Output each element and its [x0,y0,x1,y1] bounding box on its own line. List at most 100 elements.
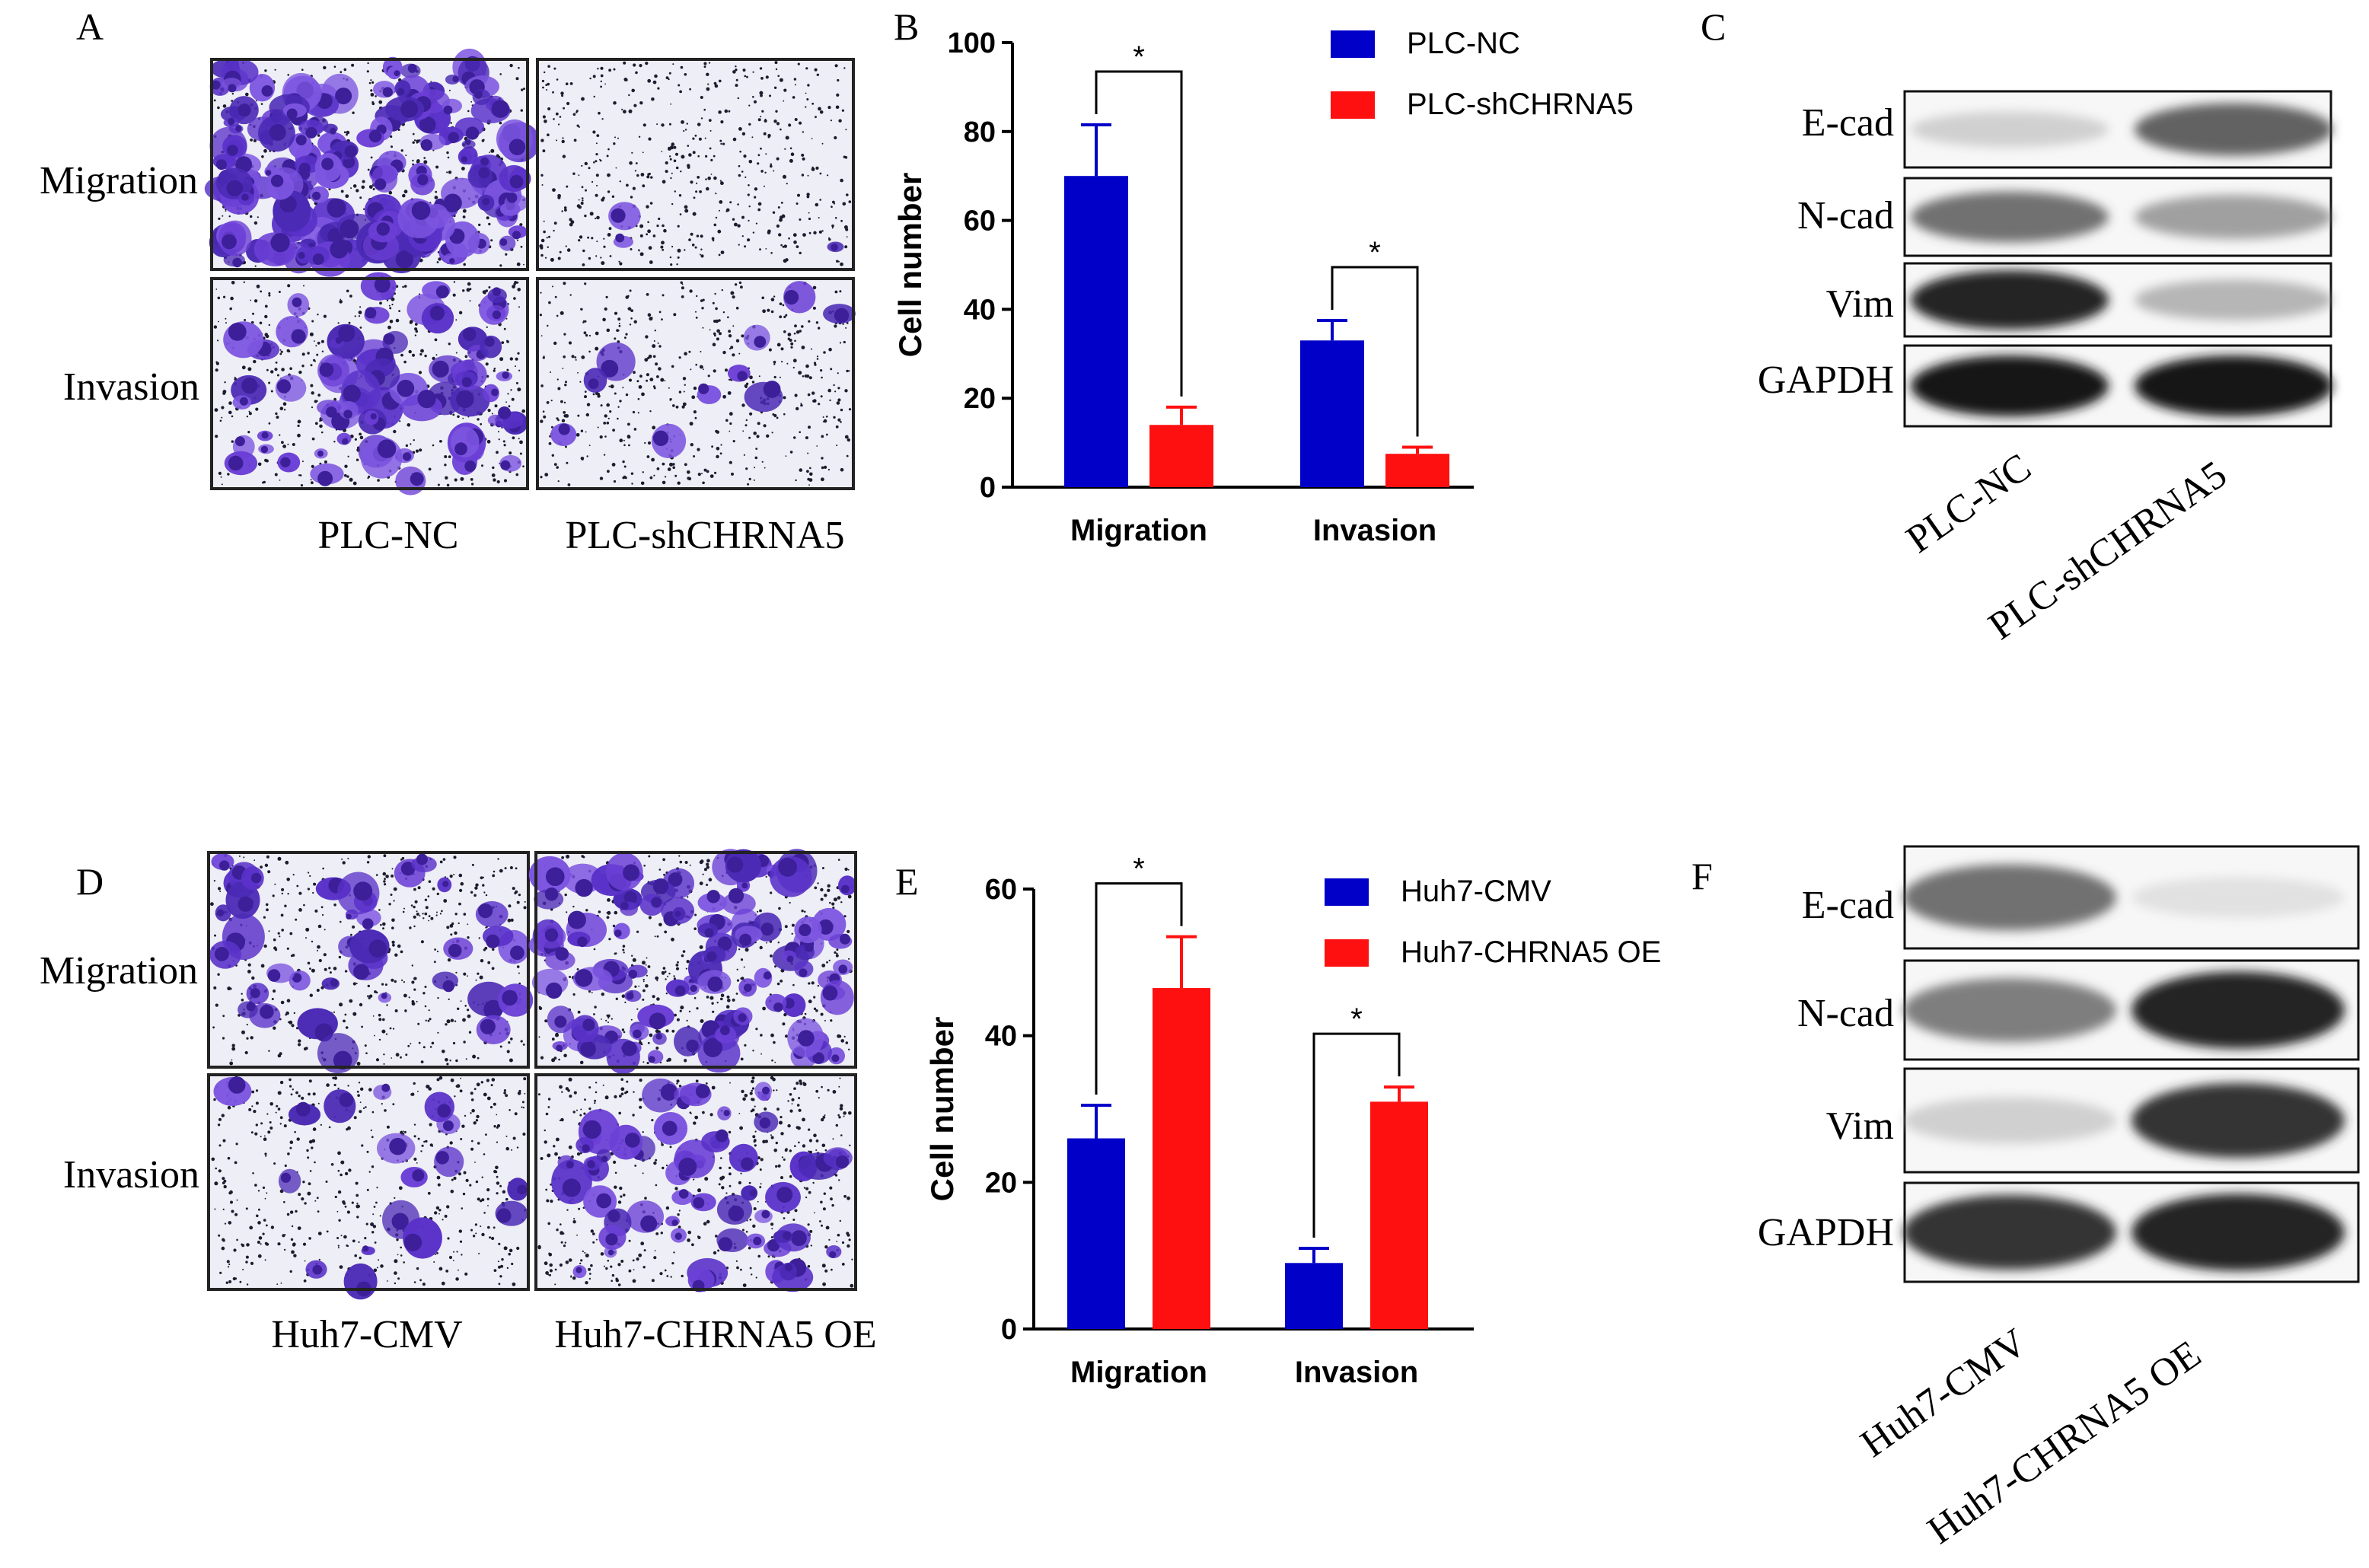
panel-letter-c: C [1701,5,1726,48]
y-tick-label: 100 [948,27,996,59]
panel-d-micrographs: Migration Invasion Huh7-CMV Huh7-CHRNA5 … [40,849,877,1356]
blot-band [1903,978,2116,1042]
y-tick-label: 20 [964,383,996,415]
legend-swatch [1325,939,1369,967]
blot-label-gapdh: GAPDH [1758,359,1894,402]
y-tick-label: 80 [964,116,996,148]
legend-swatch [1331,91,1375,119]
group-label-plc-nc: PLC-NC [318,514,459,557]
panel-letter-e: E [895,860,919,903]
micrograph-frame [210,277,529,490]
micrograph-plc-nc-migration [204,48,540,277]
bar [1300,340,1364,487]
micrograph-frame [207,851,530,1069]
blot-band [1903,864,2116,931]
group-label-huh7-cmv: Huh7-CMV [271,1313,462,1356]
legend-label: PLC-NC [1407,27,1520,60]
stained-cells [204,48,540,277]
blot-band [1911,111,2109,148]
bar [1067,1138,1125,1329]
blot-band [1903,1194,2116,1270]
stained-cells [209,853,534,1074]
y-tick-label: 60 [985,874,1017,906]
row-label-migration-d: Migration [40,949,198,993]
y-tick-label: 0 [980,472,996,504]
blot-band [2135,279,2332,320]
x-tick-label: Invasion [1313,514,1436,547]
legend-label: Huh7-CMV [1401,875,1551,908]
panel-letter-b: B [894,5,919,48]
stained-cells [528,849,856,1075]
micrograph-frame [536,58,855,271]
blot-band [1911,270,2109,330]
row-label-invasion-d: Invasion [63,1153,199,1197]
legend-label: Huh7-CHRNA5 OE [1401,935,1661,969]
y-tick-label: 20 [985,1167,1017,1199]
blot-band [2135,103,2332,156]
significance-star: * [1133,40,1145,74]
blot-band [2131,877,2345,918]
significance-star: * [1350,1002,1363,1036]
micrograph-background [209,1075,528,1289]
y-tick-label: 40 [985,1021,1017,1053]
y-tick-label: 60 [964,206,996,237]
blot-band [2131,1194,2345,1271]
micrograph-background [537,59,853,269]
panel-letter-d: D [76,860,104,903]
blot-band [2135,355,2332,416]
x-tick-label: Invasion [1295,1356,1418,1389]
bar [1385,454,1449,487]
significance-star: * [1369,236,1381,269]
micrograph-frame [534,851,857,1069]
blot-band [2135,195,2332,239]
stained-cells [223,272,528,496]
bar [1149,425,1213,487]
blot-label-vim: Vim [1826,282,1894,326]
blot-label-e-cad-f: E-cad [1802,884,1894,927]
blot-group-huh7-cmv: Huh7-CMV [1853,1321,2035,1466]
panel-a-micrographs: Migration Invasion PLC-NC PLC-shCHRNA5 [40,48,856,557]
stained-cells [550,281,856,459]
micrograph-plc-nc-invasion [210,272,529,496]
significance-star: * [1133,853,1145,886]
y-tick-label: 0 [1001,1314,1017,1346]
bar [1370,1101,1428,1329]
blot-band [1911,355,2109,416]
micrograph-frame [210,58,529,271]
panel-c-western-blot: E-cad N-cad Vim GAPDH PLC-NC PLC-shCHRNA… [1758,90,2332,649]
legend-label: PLC-shCHRNA5 [1407,88,1634,121]
row-label-invasion: Invasion [63,365,199,409]
micrograph-frame [536,277,855,490]
blot-band [2131,971,2345,1049]
panel-b-bar-chart: 0 20 40 60 80 100 Cell number * Migration * Invasi… [892,27,1634,547]
blot-label-gapdh-f: GAPDH [1758,1211,1894,1254]
x-tick-label: Migration [1070,514,1207,547]
legend-swatch [1331,30,1375,58]
panel-e-bar-chart: 0 20 40 60 Cell number * Migration * Invasion Huh… [924,853,1661,1389]
blot-label-vim-f: Vim [1826,1104,1894,1148]
micrograph-plc-shchrna5-invasion [536,277,856,490]
bar [1285,1263,1343,1329]
significance-bracket [1331,266,1419,437]
micrograph-huh7-cmv-invasion [207,1073,530,1300]
micrograph-huh7-chrna5-oe-invasion [534,1073,857,1292]
blot-label-n-cad-f: N-cad [1797,992,1894,1035]
y-axis-label: Cell number [924,1017,960,1202]
significance-bracket [1095,882,1183,1095]
bar [1153,988,1210,1329]
panel-letter-a: A [76,5,104,48]
blot-label-n-cad: N-cad [1797,194,1894,237]
group-label-plc-shchrna5: PLC-shCHRNA5 [566,514,845,557]
blot-band [1903,1097,2116,1144]
micrograph-plc-shchrna5-migration [536,58,855,271]
stained-cells [608,202,844,253]
bar [1064,176,1128,487]
stained-cells [213,1076,529,1300]
stained-cells [551,1078,853,1292]
blot-band [1911,191,2109,243]
significance-bracket [1095,70,1183,397]
y-axis-label: Cell number [892,173,928,358]
significance-bracket [1312,1032,1401,1238]
micrograph-huh7-chrna5-oe-migration [528,849,857,1075]
